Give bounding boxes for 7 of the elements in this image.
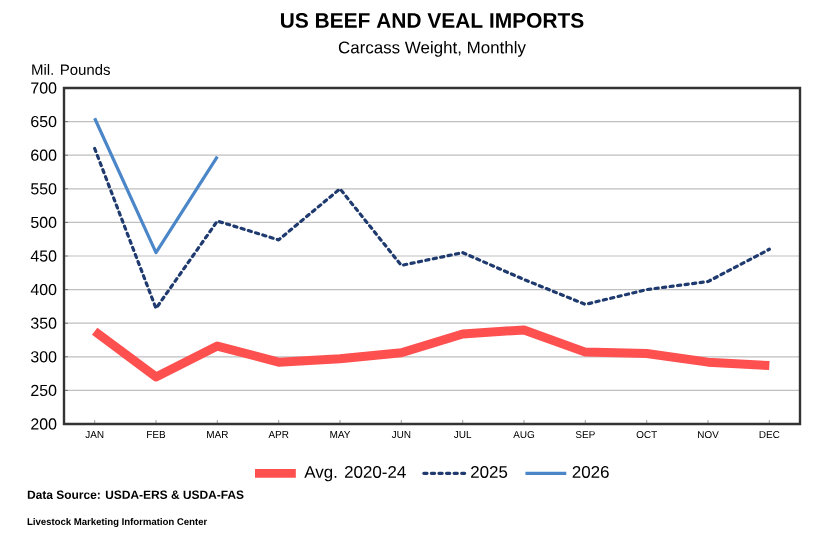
legend-label: 2026: [572, 465, 609, 478]
line-series: [90, 325, 774, 382]
line-series: [93, 146, 771, 311]
chart-subtitle: Carcass Weight, Monthly: [338, 41, 526, 57]
legend-label: 2025: [471, 465, 508, 478]
chart-title: US BEEF AND VEAL IMPORTS: [280, 13, 584, 28]
legend-label: Avg. 2020-24: [304, 465, 406, 482]
